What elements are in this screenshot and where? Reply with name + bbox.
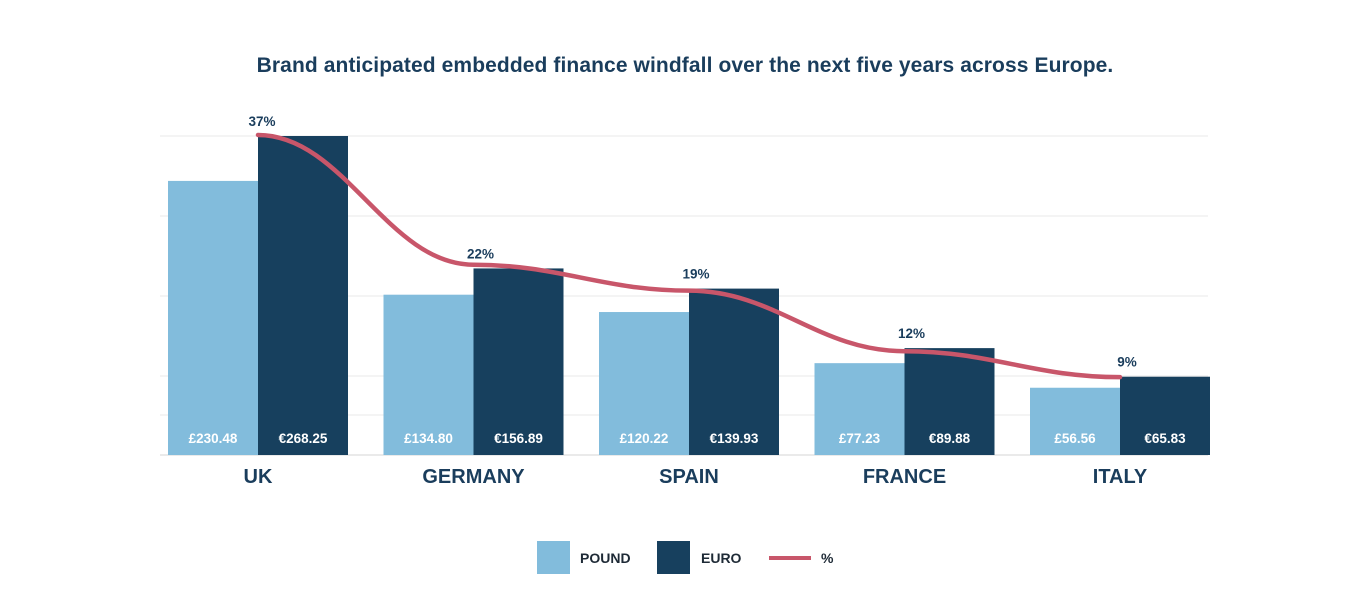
legend-label-pound: POUND	[580, 550, 631, 566]
category-labels: UK GERMANY SPAIN FRANCE ITALY	[244, 466, 1148, 488]
chart-plot: £230.48 €268.25 £134.80 €156.89 £120.22 €139.…	[160, 114, 1210, 488]
bar-label-euro-italy: €65.83	[1144, 431, 1186, 446]
bar-label-euro-germany: €156.89	[494, 431, 543, 446]
bar-euro-germany	[473, 268, 564, 455]
bar-pound-uk	[168, 180, 258, 455]
category-label-france: FRANCE	[863, 466, 946, 488]
chart-title: Brand anticipated embedded finance windf…	[256, 54, 1114, 77]
bar-pound-spain	[599, 312, 689, 455]
bars	[168, 136, 1210, 455]
bar-euro-france	[904, 348, 995, 455]
legend-label-percent: %	[821, 550, 834, 566]
category-label-uk: UK	[244, 466, 273, 488]
bar-euro-italy	[1120, 376, 1210, 455]
percent-label-spain: 19%	[682, 267, 709, 282]
percent-line	[255, 132, 1123, 380]
percent-label-uk: 37%	[248, 114, 275, 129]
bar-pound-france	[814, 363, 905, 455]
bar-pound-italy	[1030, 387, 1120, 455]
legend-swatch-percent	[769, 556, 811, 560]
bar-label-pound-germany: £134.80	[404, 431, 453, 446]
bar-label-pound-spain: £120.22	[620, 431, 669, 446]
legend-label-euro: EURO	[701, 550, 742, 566]
bar-euro-uk	[258, 136, 348, 455]
category-label-germany: GERMANY	[422, 466, 525, 488]
bar-value-labels: £230.48 €268.25 £134.80 €156.89 £120.22 €139.…	[189, 431, 1187, 446]
percent-label-france: 12%	[898, 326, 925, 341]
legend: POUND EURO %	[0, 541, 1370, 575]
bar-label-euro-uk: €268.25	[279, 431, 328, 446]
percent-label-italy: 9%	[1117, 355, 1137, 370]
legend-swatch-euro	[657, 541, 690, 574]
bar-euro-spain	[689, 288, 779, 455]
bar-label-euro-spain: €139.93	[710, 431, 759, 446]
percent-label-germany: 22%	[467, 246, 494, 261]
legend-swatch-pound	[537, 541, 570, 574]
category-label-italy: ITALY	[1093, 466, 1148, 488]
bar-label-pound-italy: £56.56	[1054, 431, 1096, 446]
category-label-spain: SPAIN	[659, 466, 719, 488]
bar-pound-germany	[383, 294, 474, 455]
bar-label-pound-france: £77.23	[839, 431, 881, 446]
bar-label-euro-france: €89.88	[929, 431, 971, 446]
percent-line-layer	[255, 132, 1123, 380]
bar-label-pound-uk: £230.48	[189, 431, 238, 446]
percent-labels: 37% 22% 19% 12% 9%	[248, 114, 1136, 370]
